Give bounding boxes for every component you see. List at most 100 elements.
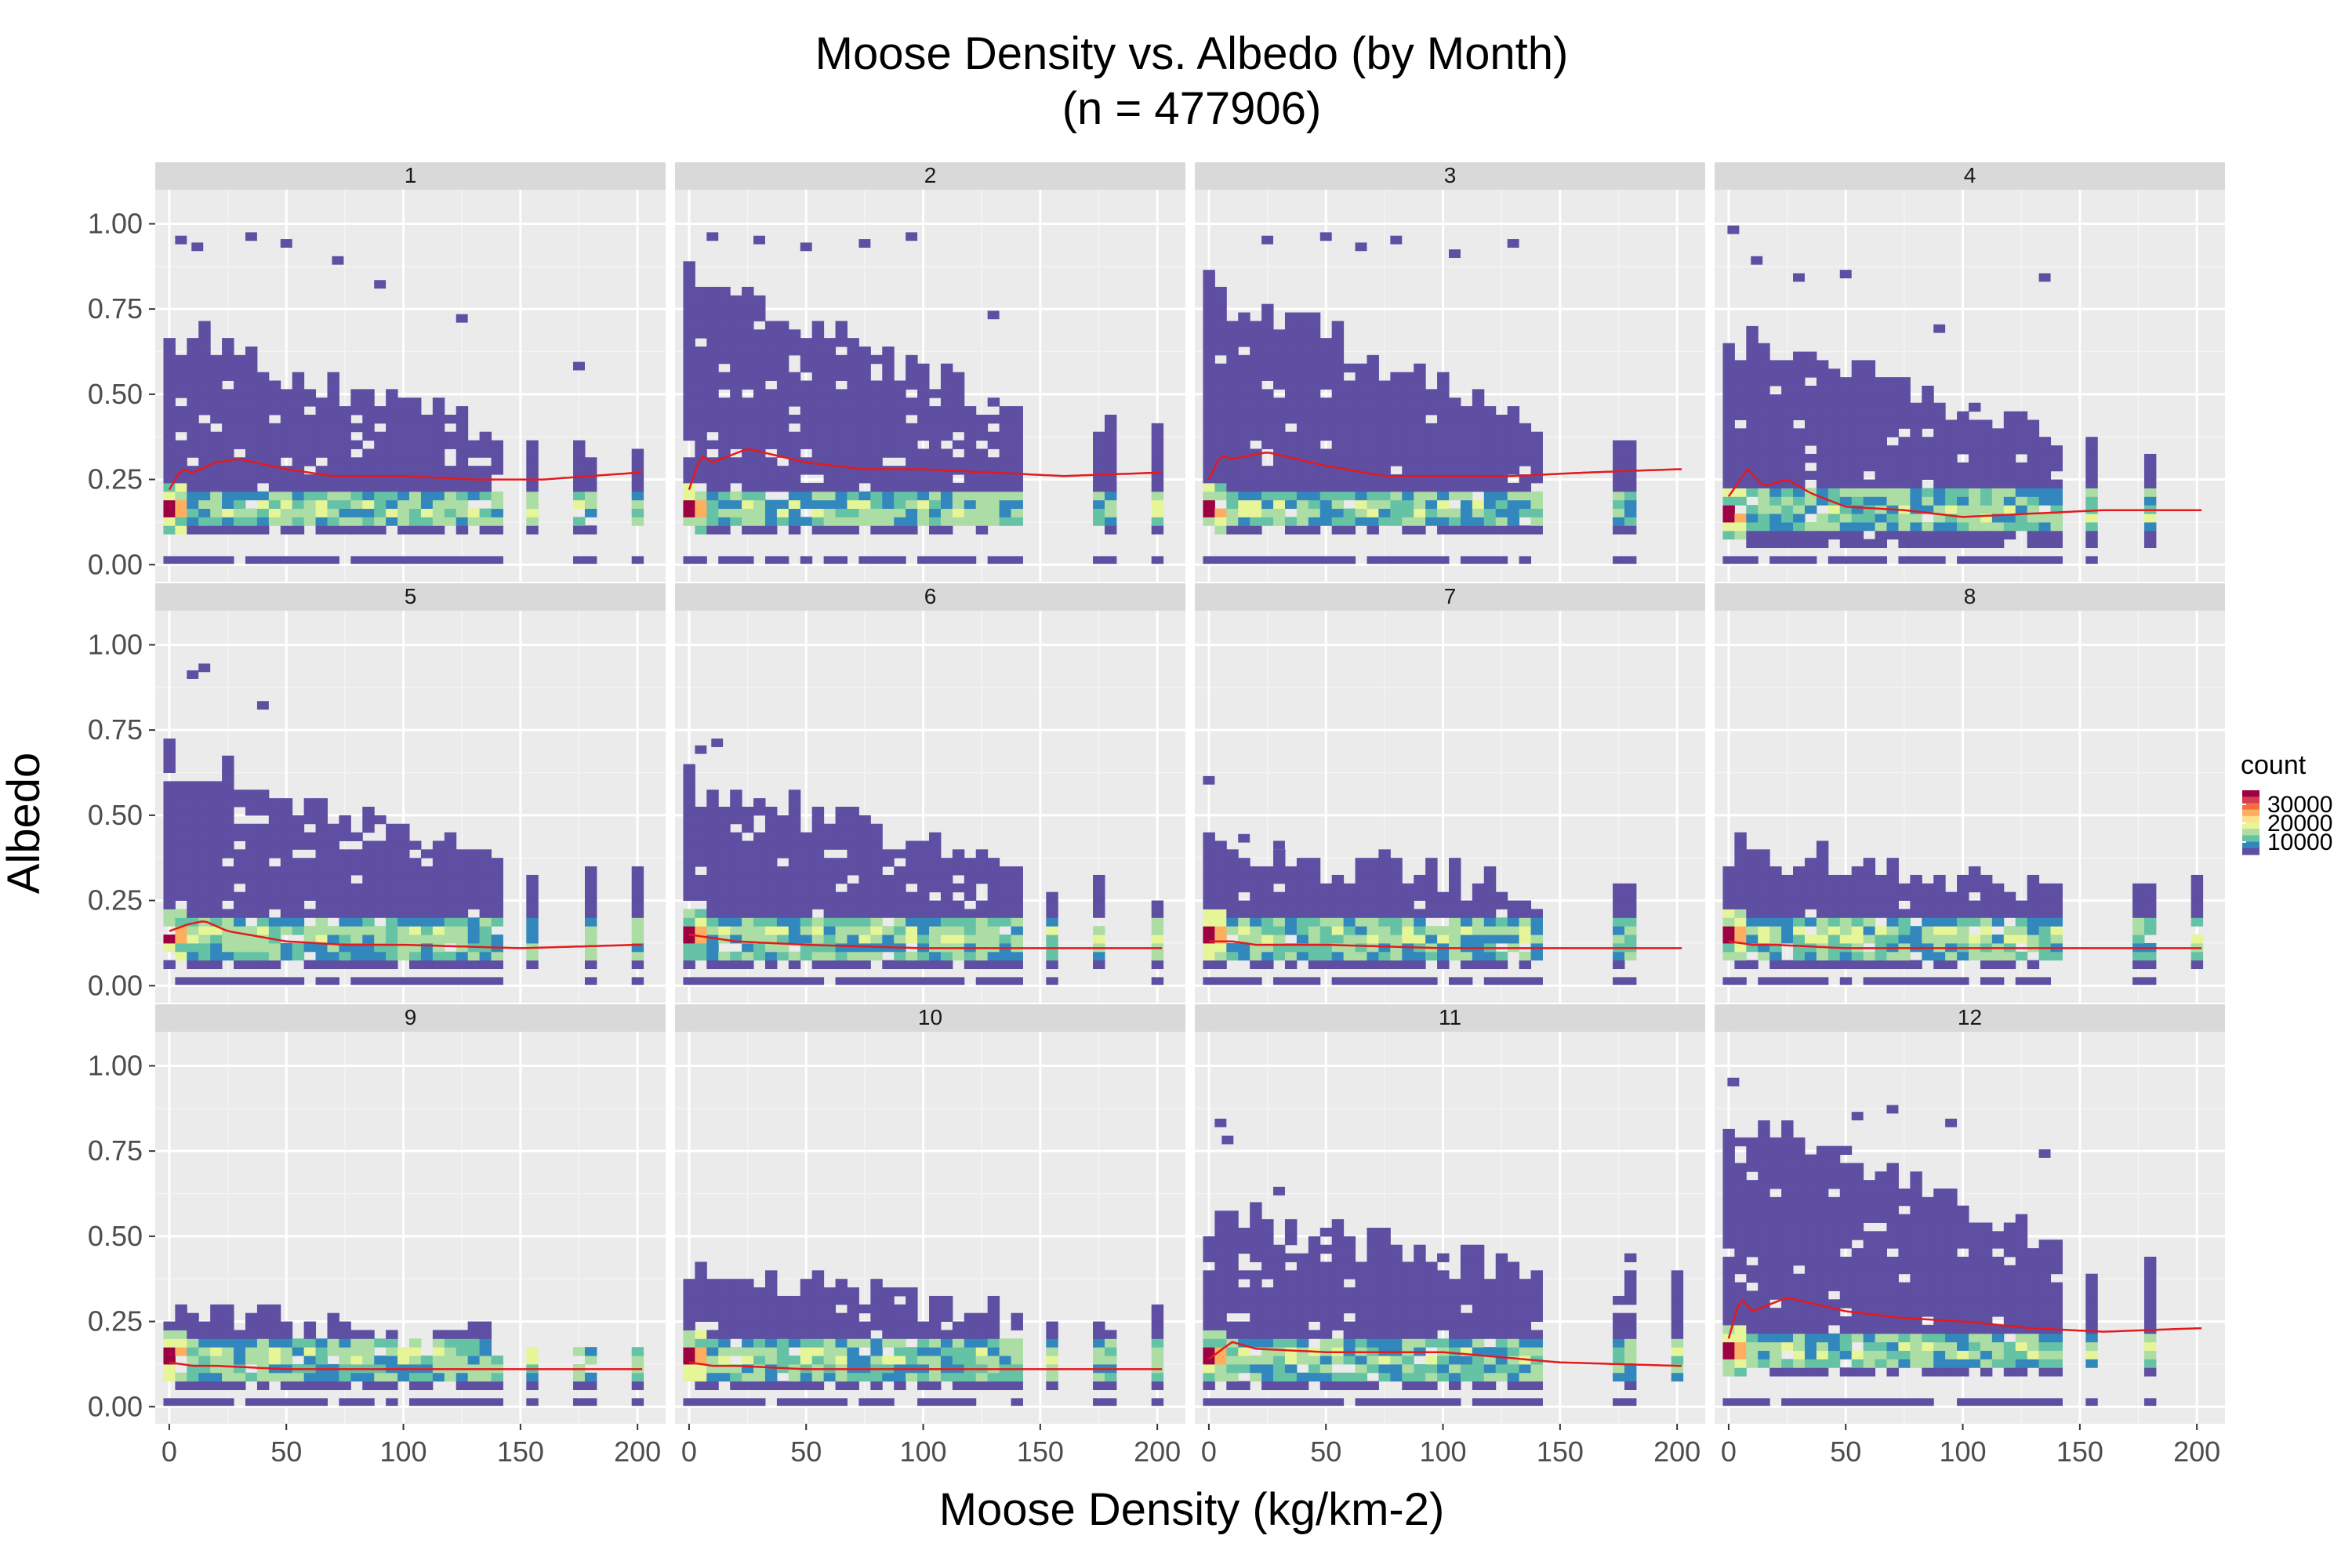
heatmap-bin <box>456 858 469 867</box>
heatmap-bin <box>847 440 859 449</box>
heatmap-bin <box>1308 874 1321 884</box>
heatmap-bin <box>1284 457 1298 466</box>
heatmap-bin <box>1991 470 2005 481</box>
heatmap-bin <box>397 840 410 850</box>
heatmap-bin <box>1910 488 1922 497</box>
heatmap-bin <box>999 900 1012 909</box>
heatmap-bin <box>718 1304 731 1314</box>
heatmap-bin <box>730 1279 742 1288</box>
heatmap-bin <box>999 406 1012 416</box>
heatmap-bin <box>917 448 930 458</box>
heatmap-bin <box>1460 457 1473 466</box>
heatmap-bin <box>1308 517 1321 526</box>
heatmap-bin <box>1507 457 1520 466</box>
heatmap-bin <box>350 926 363 935</box>
heatmap-bin <box>2132 909 2145 918</box>
heatmap-bin <box>292 866 305 876</box>
heatmap-bin <box>163 960 176 970</box>
heatmap-bin <box>409 466 422 475</box>
heatmap-bin <box>788 372 801 381</box>
heatmap-bin <box>280 866 293 876</box>
heatmap-bin <box>952 556 965 564</box>
heatmap-bin <box>1378 414 1391 424</box>
heatmap-bin <box>1250 389 1262 398</box>
heatmap-bin <box>1898 909 1911 918</box>
heatmap-bin <box>2050 900 2063 909</box>
heatmap-bin <box>163 874 176 884</box>
heatmap-bin <box>683 372 695 381</box>
heatmap-bin <box>1402 977 1414 985</box>
heatmap-bin <box>718 338 731 347</box>
heatmap-bin <box>1530 474 1543 484</box>
heatmap-bin <box>245 1312 258 1323</box>
heatmap-bin <box>952 372 965 381</box>
heatmap-bin <box>234 406 246 416</box>
heatmap-bin <box>718 951 731 961</box>
heatmap-bin <box>1483 951 1497 961</box>
heatmap-bin <box>1875 462 1887 472</box>
heatmap-bin <box>823 1330 837 1339</box>
heatmap-bin <box>753 474 766 484</box>
heatmap-bin <box>2038 556 2052 564</box>
heatmap-bin <box>1886 453 1899 463</box>
heatmap-bin <box>1980 530 1993 540</box>
heatmap-bin <box>1875 521 1887 532</box>
heatmap-bin <box>1308 858 1321 867</box>
heatmap-bin <box>1519 909 1532 918</box>
heatmap-bin <box>187 423 199 433</box>
facet-strip <box>155 162 666 190</box>
heatmap-bin <box>1308 354 1321 365</box>
heatmap-bin <box>742 508 754 517</box>
heatmap-bin <box>1449 935 1461 944</box>
heatmap-bin <box>491 440 503 449</box>
heatmap-bin <box>764 1381 778 1391</box>
heatmap-bin <box>952 926 965 935</box>
heatmap-bin <box>268 798 281 808</box>
heatmap-bin <box>1284 866 1298 876</box>
heatmap-bin <box>1769 479 1782 488</box>
heatmap-bin <box>479 431 492 441</box>
heatmap-bin <box>1839 874 1853 884</box>
heatmap-bin <box>1624 900 1637 909</box>
heatmap-bin <box>776 474 789 484</box>
heatmap-bin <box>327 1347 339 1356</box>
heatmap-bin <box>753 303 766 314</box>
heatmap-bin <box>256 1321 270 1330</box>
heatmap-bin <box>1898 556 1911 564</box>
heatmap-bin <box>1980 935 1993 944</box>
heatmap-bin <box>764 354 778 365</box>
heatmap-bin <box>292 499 305 510</box>
heatmap-bin <box>847 466 859 475</box>
heatmap-bin <box>1472 508 1485 517</box>
heatmap-bin <box>776 909 789 918</box>
heatmap-bin <box>2038 926 2052 935</box>
heatmap-bin <box>835 448 848 458</box>
heatmap-bin <box>835 951 848 961</box>
heatmap-bin <box>764 423 778 433</box>
heatmap-bin <box>823 883 837 893</box>
heatmap-bin <box>584 474 597 484</box>
heatmap-bin <box>1519 556 1532 564</box>
heatmap-bin <box>999 423 1012 433</box>
heatmap-bin <box>847 525 859 535</box>
heatmap-bin <box>1863 394 1876 404</box>
heatmap-bin <box>1238 935 1250 944</box>
heatmap-bin <box>327 491 339 501</box>
heatmap-bin <box>870 1295 883 1305</box>
heatmap-bin <box>823 858 837 867</box>
heatmap-bin <box>2015 488 2028 497</box>
heatmap-bin <box>1507 499 1520 510</box>
heatmap-bin <box>1922 496 1934 506</box>
heatmap-bin <box>718 380 731 390</box>
heatmap-bin <box>1851 453 1864 463</box>
heatmap-bin <box>2003 437 2016 446</box>
heatmap-bin <box>695 474 707 484</box>
heatmap-bin <box>573 457 586 466</box>
heatmap-bin <box>695 849 707 858</box>
heatmap-bin <box>1273 423 1286 433</box>
heatmap-bin <box>1343 423 1356 433</box>
heatmap-bin <box>683 798 695 808</box>
heatmap-bin <box>706 499 719 510</box>
heatmap-bin <box>1460 909 1473 918</box>
heatmap-bin <box>1816 891 1829 902</box>
